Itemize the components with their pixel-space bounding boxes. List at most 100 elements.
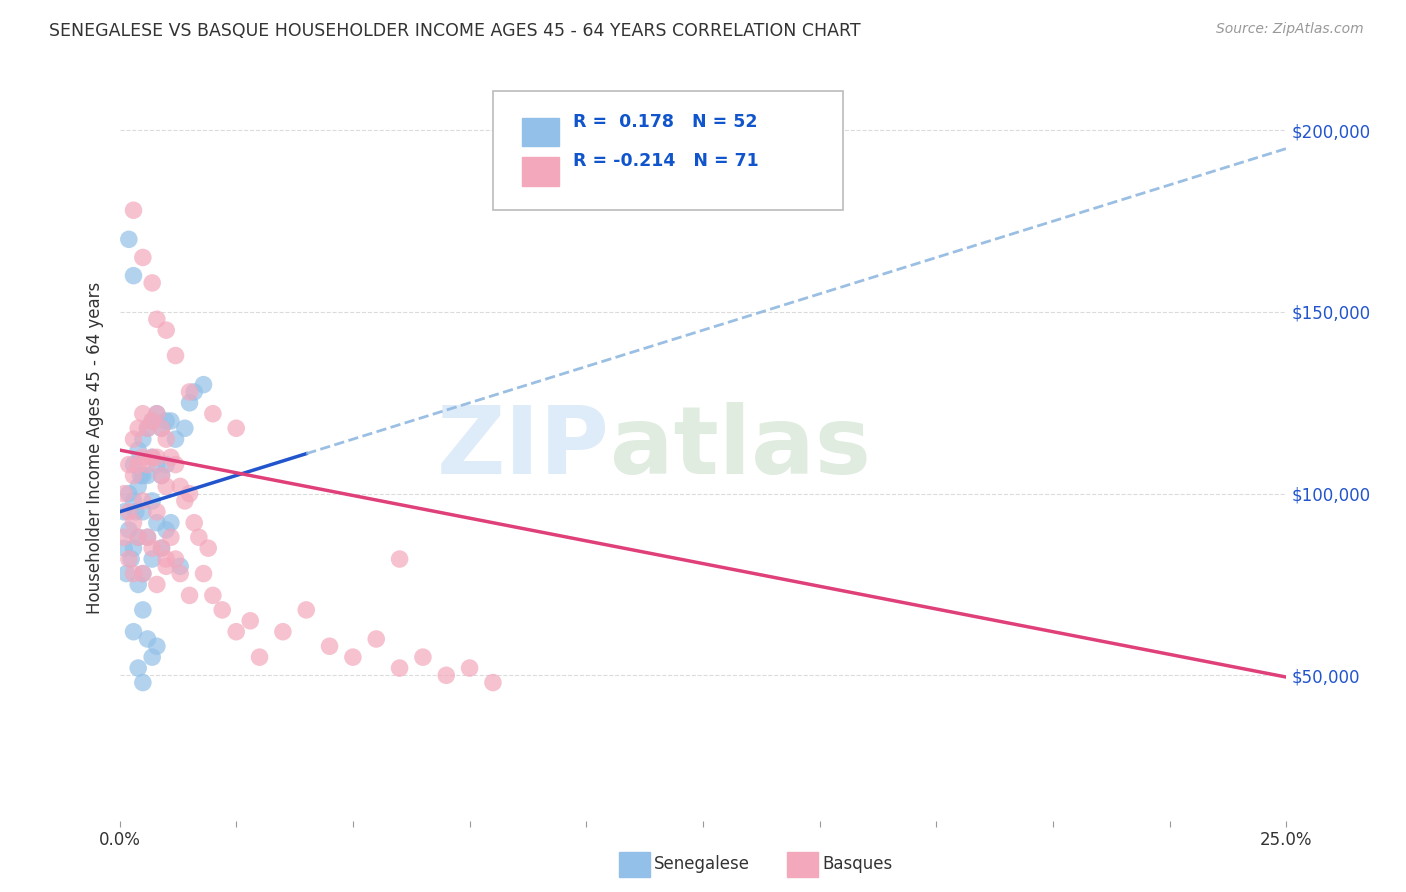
Point [412,650,434,665]
Point [122,468,145,483]
Point [211,603,233,617]
Point [141,552,163,566]
Point [160,450,183,465]
Point [125,505,148,519]
Point [132,450,155,465]
Point [122,541,145,556]
Point [129,468,152,483]
Point [146,450,169,465]
Text: Basques: Basques [823,855,893,873]
Bar [522,157,560,186]
Point [146,407,169,421]
Point [165,349,187,363]
Point [118,505,141,519]
Point [122,432,145,446]
Text: R = -0.214   N = 71: R = -0.214 N = 71 [574,153,759,170]
Point [132,432,155,446]
Point [146,577,169,591]
Point [118,552,141,566]
Point [120,552,142,566]
Point [132,251,155,265]
Point [122,203,145,218]
Point [155,414,177,428]
Point [122,268,145,283]
Point [141,414,163,428]
Point [118,523,141,537]
Point [225,421,247,435]
Point [271,624,294,639]
Point [132,603,155,617]
Point [169,479,191,493]
Text: SENEGALESE VS BASQUE HOUSEHOLDER INCOME AGES 45 - 64 YEARS CORRELATION CHART: SENEGALESE VS BASQUE HOUSEHOLDER INCOME … [49,22,860,40]
Point [146,639,169,653]
Point [112,505,135,519]
Point [183,516,205,530]
Point [127,443,149,458]
Point [136,530,159,544]
Point [141,276,163,290]
Point [122,458,145,472]
Point [136,421,159,435]
Point [127,421,149,435]
Point [165,552,187,566]
Point [179,396,201,410]
Y-axis label: Householder Income Ages 45 - 64 years: Householder Income Ages 45 - 64 years [86,282,104,615]
Point [132,468,155,483]
Point [112,486,135,500]
Point [136,468,159,483]
Point [155,552,177,566]
Point [165,458,187,472]
Point [155,323,177,337]
Point [295,603,318,617]
Point [127,530,149,544]
Point [155,432,177,446]
Point [179,486,201,500]
Point [132,675,155,690]
Point [127,479,149,493]
Point [112,530,135,544]
Point [146,516,169,530]
Point [150,541,173,556]
Point [388,661,411,675]
Point [160,414,183,428]
Point [482,675,505,690]
Point [183,384,205,399]
Bar [522,118,560,146]
Text: atlas: atlas [610,402,870,494]
Point [127,661,149,675]
Point [122,494,145,508]
Point [136,421,159,435]
Point [150,421,173,435]
Point [458,661,481,675]
Point [150,541,173,556]
Text: Source: ZipAtlas.com: Source: ZipAtlas.com [1216,22,1364,37]
Point [141,541,163,556]
Point [141,650,163,665]
Point [146,505,169,519]
Point [160,530,183,544]
Point [141,450,163,465]
Point [122,516,145,530]
Point [118,232,141,246]
Point [127,530,149,544]
Point [112,541,135,556]
Point [173,494,195,508]
Point [136,632,159,646]
Point [249,650,271,665]
Point [225,624,247,639]
Point [122,566,145,581]
Point [141,494,163,508]
Point [132,505,155,519]
Point [193,377,215,392]
Point [201,588,224,602]
Point [179,384,201,399]
Point [150,421,173,435]
Point [155,458,177,472]
Point [141,450,163,465]
Point [201,407,224,421]
Point [366,632,388,646]
Text: ZIP: ZIP [437,402,610,494]
Point [136,458,159,472]
Text: Senegalese: Senegalese [654,855,749,873]
Point [146,407,169,421]
